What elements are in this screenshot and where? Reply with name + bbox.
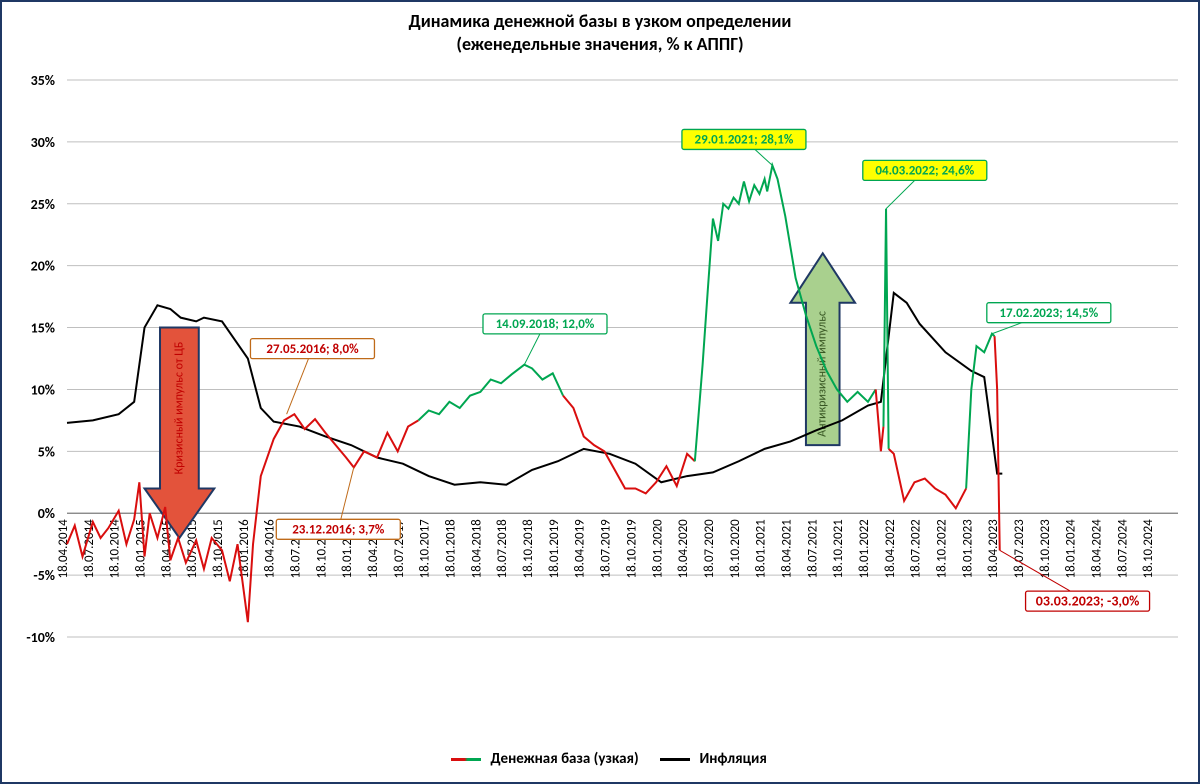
svg-text:18.04.2021: 18.04.2021 (779, 519, 794, 578)
svg-text:18.07.2018: 18.07.2018 (495, 519, 510, 579)
svg-text:30%: 30% (31, 134, 55, 151)
svg-text:18.01.2023: 18.01.2023 (960, 519, 975, 579)
legend-swatch-monetary-base (451, 758, 481, 761)
svg-text:10%: 10% (31, 381, 55, 398)
callout-text-3: 29.01.2021; 28,1% (695, 133, 794, 148)
title-line-1: Динамика денежной базы в узком определен… (409, 10, 792, 32)
svg-text:5%: 5% (38, 443, 55, 460)
svg-text:18.01.2020: 18.01.2020 (650, 519, 665, 579)
callout-text-4: 04.03.2022; 24,6% (875, 164, 974, 179)
legend-swatch-inflation (660, 758, 690, 761)
svg-text:18.07.2021: 18.07.2021 (805, 519, 820, 578)
series-monetary-base-seg-1 (418, 365, 563, 421)
svg-text:18.04.2020: 18.04.2020 (676, 519, 691, 579)
series-monetary-base-seg-7 (966, 334, 994, 489)
chart-frame: Динамика денежной базы в узком определен… (0, 0, 1200, 784)
svg-text:18.07.2019: 18.07.2019 (599, 519, 614, 579)
svg-text:0%: 0% (38, 505, 55, 522)
series-monetary-base-seg-8 (995, 336, 1000, 550)
svg-text:18.10.2021: 18.10.2021 (831, 519, 846, 578)
svg-text:-5%: -5% (33, 567, 55, 584)
svg-text:18.10.2020: 18.10.2020 (728, 519, 743, 579)
crisis-arrow-down-label: Кризисный импульс от ЦБ (172, 342, 186, 475)
svg-text:18.10.2017: 18.10.2017 (418, 519, 433, 579)
svg-text:18.07.2024: 18.07.2024 (1115, 519, 1130, 579)
svg-text:18.10.2014: 18.10.2014 (108, 519, 123, 579)
svg-text:18.04.2022: 18.04.2022 (883, 519, 898, 579)
svg-text:18.01.2022: 18.01.2022 (857, 519, 872, 579)
series-monetary-base-seg-6 (889, 449, 967, 508)
svg-text:18.01.2024: 18.01.2024 (1064, 519, 1079, 579)
svg-text:18.04.2018: 18.04.2018 (469, 519, 484, 579)
legend-label-inflation: Инфляция (699, 750, 766, 768)
series-monetary-base-seg-4 (876, 389, 884, 451)
plot-area: -10%-5%0%5%10%15%20%25%30%35%18.04.20141… (67, 80, 1178, 727)
svg-text:-10%: -10% (26, 629, 55, 646)
svg-text:25%: 25% (31, 196, 55, 213)
legend-label-monetary-base: Денежная база (узкая) (491, 750, 639, 768)
svg-text:18.04.2019: 18.04.2019 (573, 519, 588, 579)
svg-text:18.10.2015: 18.10.2015 (211, 519, 226, 578)
legend: Денежная база (узкая) Инфляция (2, 750, 1198, 768)
svg-text:18.07.2022: 18.07.2022 (909, 519, 924, 579)
title-line-2: (еженедельные значения, % к АППГ) (456, 33, 743, 55)
svg-text:18.10.2022: 18.10.2022 (934, 519, 949, 579)
callout-text-2: 14.09.2018; 12,0% (496, 317, 595, 332)
svg-text:18.04.2016: 18.04.2016 (263, 519, 278, 579)
svg-text:15%: 15% (31, 320, 55, 337)
svg-text:18.07.2023: 18.07.2023 (1012, 519, 1027, 579)
chart-svg: -10%-5%0%5%10%15%20%25%30%35%18.04.20141… (67, 80, 1178, 727)
svg-text:18.01.2021: 18.01.2021 (754, 519, 769, 578)
chart-title: Динамика денежной базы в узком определен… (2, 10, 1198, 55)
svg-text:18.10.2024: 18.10.2024 (1141, 519, 1156, 579)
callout-text-1: 23.12.2016; 3,7% (292, 522, 385, 537)
callout-text-0: 27.05.2016; 8,0% (266, 342, 359, 357)
svg-text:18.10.2018: 18.10.2018 (521, 519, 536, 579)
svg-text:18.04.2024: 18.04.2024 (1089, 519, 1104, 579)
svg-text:20%: 20% (31, 258, 55, 275)
svg-text:18.01.2018: 18.01.2018 (444, 519, 459, 579)
series-monetary-base-seg-5 (883, 209, 888, 449)
svg-text:18.01.2019: 18.01.2019 (547, 519, 562, 579)
svg-text:18.10.2023: 18.10.2023 (1038, 519, 1053, 579)
svg-text:18.10.2019: 18.10.2019 (624, 519, 639, 579)
series-monetary-base-seg-0 (67, 414, 418, 622)
callout-text-6: 03.03.2023; -3,0% (1036, 592, 1140, 609)
svg-text:18.07.2020: 18.07.2020 (702, 519, 717, 579)
svg-text:35%: 35% (31, 72, 55, 89)
callout-text-5: 17.02.2023; 14,5% (999, 306, 1098, 321)
svg-text:18.04.2014: 18.04.2014 (56, 519, 71, 579)
